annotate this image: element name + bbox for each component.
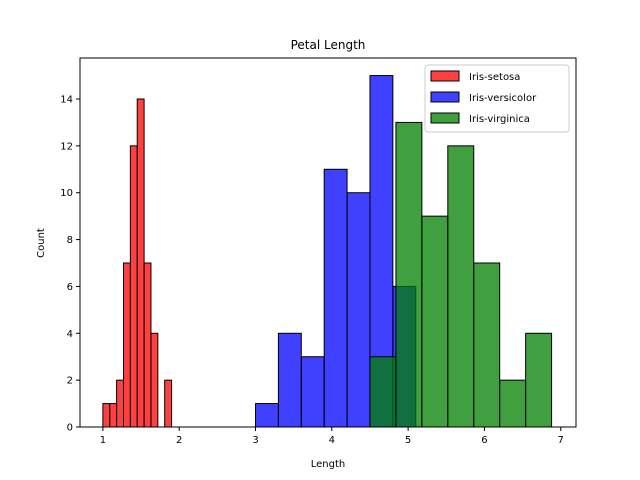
histogram-bar [499,379,527,428]
y-axis-label: Count [36,228,47,258]
x-tick-label: 1 [100,435,106,446]
y-tick-label: 10 [60,188,73,199]
histogram-bar [150,332,159,428]
x-tick-label: 7 [558,435,564,446]
chart-title: Petal Length [291,38,366,52]
histogram-bar [136,98,145,428]
histogram-bar [102,403,111,428]
y-tick-label: 14 [60,95,73,106]
legend-swatch [430,91,460,103]
y-tick-label: 4 [67,329,73,340]
histogram-bar [323,168,348,428]
x-axis-label: Length [311,459,346,470]
x-tick-label: 2 [176,435,182,446]
histogram-bar [369,356,397,428]
histogram-bar [164,379,173,428]
legend-box [424,64,570,133]
histogram-bar [300,356,325,428]
histogram-bar [395,121,423,428]
histogram-bar [116,379,124,428]
histogram-bar [255,403,279,428]
x-tick-label: 6 [481,435,487,446]
y-axis-ticks: 0 2 4 6 8 10 12 14 [60,95,80,434]
x-axis-ticks: 1 2 3 4 5 6 7 [100,427,564,446]
x-tick-label: 3 [252,435,258,446]
histogram-bar [129,145,138,428]
legend-label: Iris-setosa [469,72,520,83]
histogram-bar [346,192,371,428]
histogram-bar [143,262,152,428]
histogram-bar [421,215,449,428]
histogram-bars [102,75,553,428]
legend-label: Iris-versicolor [469,93,537,104]
legend: Iris-setosa Iris-versicolor Iris-virginica [424,64,570,133]
histogram-bar [109,403,118,428]
y-tick-label: 2 [67,376,73,387]
y-tick-label: 6 [67,282,73,293]
histogram-bar [277,332,302,428]
y-tick-label: 12 [60,141,73,152]
histogram-bar [447,145,475,428]
y-tick-label: 8 [67,235,73,246]
y-tick-label: 0 [67,423,73,434]
legend-label: Iris-virginica [469,114,530,125]
histogram-bar [473,262,501,428]
x-tick-label: 5 [405,435,411,446]
legend-swatch [430,112,460,124]
x-tick-label: 4 [329,435,335,446]
series-iris-virginica [369,121,553,428]
axes-frame [79,57,577,428]
histogram-bar [122,262,131,428]
histogram-bar [525,332,553,428]
legend-swatch [430,70,460,82]
